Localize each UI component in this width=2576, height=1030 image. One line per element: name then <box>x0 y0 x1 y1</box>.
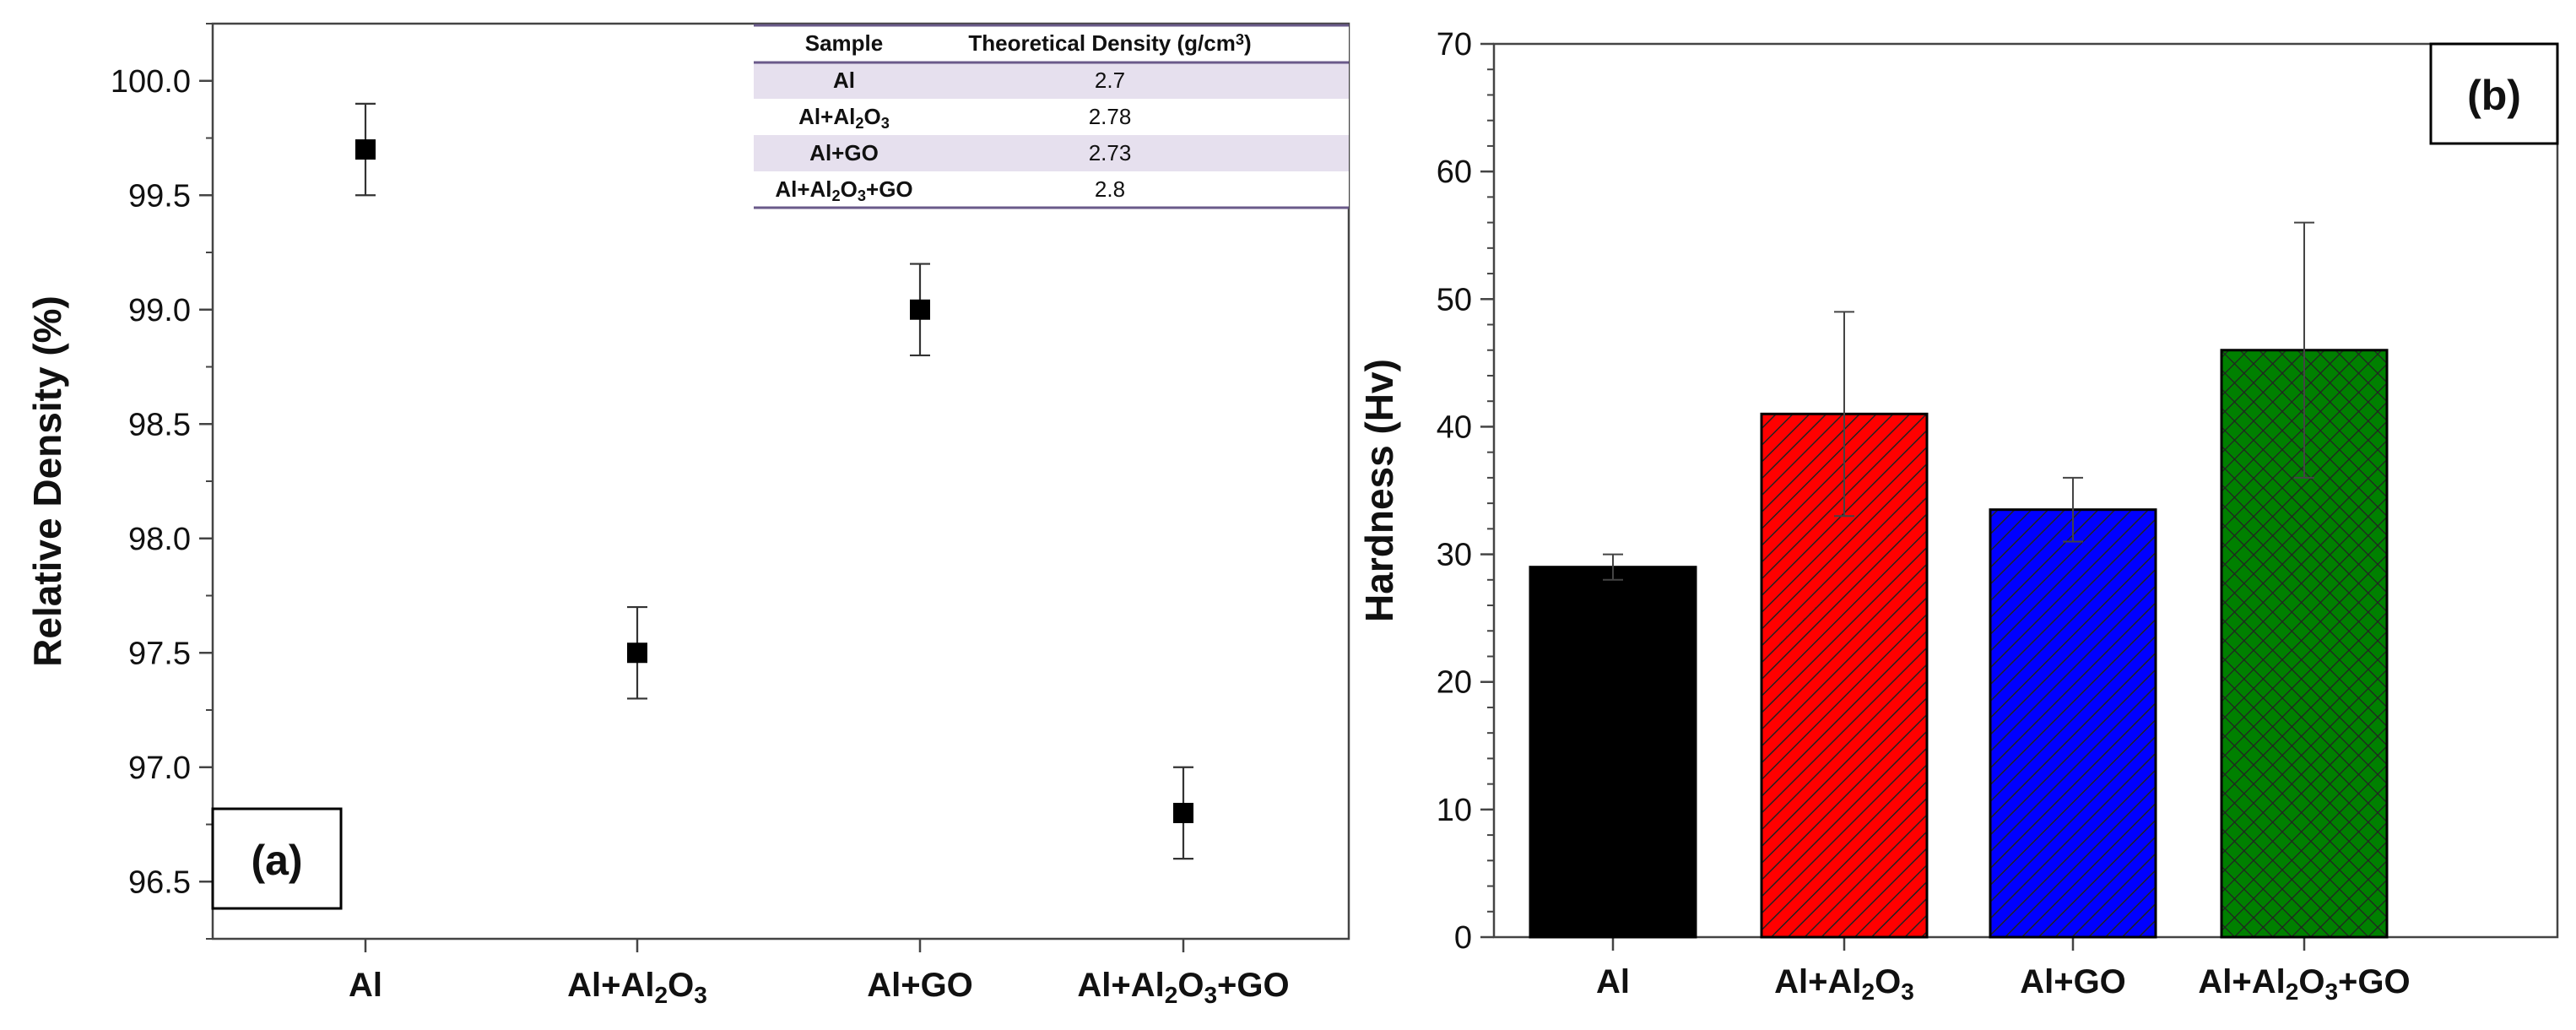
y-tick-label-a: 99.0 <box>128 293 191 328</box>
inset-table-sample: Al+Al2O3 <box>798 104 890 132</box>
panel-a: 96.5 97.0 97.5 98.0 98.5 99.0 99.5 100.0 Al Al+Al… <box>25 22 1350 1008</box>
y-tick-label-a: 97.5 <box>128 636 191 671</box>
data-point-a <box>355 139 376 160</box>
inset-table-row-shade <box>754 135 1349 171</box>
x-category-label-a: Al+Al2O3+GO <box>1077 967 1289 1008</box>
inset-table-bg <box>754 25 1349 208</box>
y-tick-label-b: 10 <box>1437 793 1472 828</box>
data-point-a <box>1173 802 1193 823</box>
panel-label-a: (a) <box>251 837 302 884</box>
y-tick-label-b: 40 <box>1437 409 1472 445</box>
inset-table-header: Theoretical Density (g/cm3) <box>968 30 1251 56</box>
inset-table-density: 2.8 <box>1095 176 1125 202</box>
y-tick-label-a: 98.0 <box>128 522 191 557</box>
inset-table-density: 2.78 <box>1089 104 1132 129</box>
inset-table-sample: Al <box>833 68 855 93</box>
y-tick-label-a: 97.0 <box>128 751 191 786</box>
y-tick-label-a: 98.5 <box>128 407 191 442</box>
y-axis-title-b: Hardness (Hv) <box>1357 359 1401 622</box>
y-tick-label-a: 100.0 <box>111 64 191 100</box>
panel-b: 0 10 20 30 40 50 60 70 Al Al+Al2O3 Al+GO Al+Al2O3+G… <box>1357 27 2559 1005</box>
x-category-label-b: Al+Al2O3 <box>1774 963 1914 1005</box>
inset-table: Sample Theoretical Density (g/cm3) Al 2.7 Al… <box>754 24 1349 209</box>
bar <box>1989 508 2157 939</box>
inset-table-sample: Al+GO <box>809 140 879 165</box>
x-category-label-a: Al+GO <box>867 967 973 1004</box>
y-tick-label-b: 0 <box>1454 920 1472 956</box>
inset-table-sample: Al+Al2O3+GO <box>775 176 912 204</box>
y-tick-label-a: 96.5 <box>128 865 191 900</box>
y-tick-label-b: 60 <box>1437 154 1472 190</box>
x-category-label-b: Al+GO <box>2020 963 2126 1000</box>
y-tick-label-a: 99.5 <box>128 178 191 214</box>
data-point-a <box>627 642 647 664</box>
y-tick-label-b: 70 <box>1437 27 1472 62</box>
inset-table-header: Sample <box>805 30 884 56</box>
y-tick-label-b: 50 <box>1437 282 1472 317</box>
y-tick-label-b: 20 <box>1437 665 1472 701</box>
panel-label-box-a <box>211 807 343 910</box>
data-point-a <box>910 299 930 320</box>
x-category-label-a: Al+Al2O3 <box>567 967 707 1008</box>
y-tick-label-b: 30 <box>1437 538 1472 573</box>
x-category-label-b: Al+Al2O3+GO <box>2198 963 2410 1005</box>
x-category-label-b: Al <box>1596 963 1630 1000</box>
inset-table-row-shade <box>754 62 1349 99</box>
inset-table-density: 2.7 <box>1095 68 1125 93</box>
bar <box>1529 566 1697 939</box>
panel-label-box-b <box>2429 42 2559 145</box>
panel-label-b: (b) <box>2467 72 2521 119</box>
x-category-label-a: Al <box>349 967 382 1004</box>
inset-table-density: 2.73 <box>1089 140 1132 165</box>
y-axis-title-a: Relative Density (%) <box>25 295 69 667</box>
